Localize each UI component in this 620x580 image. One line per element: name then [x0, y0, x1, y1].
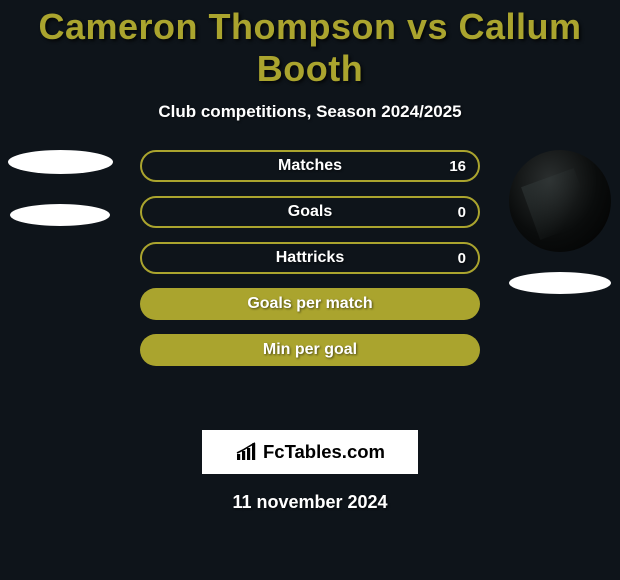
- player2-avatar: [509, 150, 611, 252]
- page-title: Cameron Thompson vs Callum Booth: [0, 0, 620, 90]
- bar-growth-icon: [235, 442, 259, 462]
- stat-bar-hattricks: Hattricks 0: [140, 242, 480, 274]
- brand-text: FcTables.com: [263, 441, 385, 463]
- comparison-content: Matches 16 Goals 0 Hattricks 0 Goals per match…: [0, 150, 620, 410]
- date-text: 11 november 2024: [0, 492, 620, 513]
- stat-label: Matches: [278, 157, 342, 175]
- player2-name-placeholder: [509, 272, 611, 294]
- stat-value-right: 16: [449, 158, 466, 175]
- stat-bar-goals: Goals 0: [140, 196, 480, 228]
- player1-name-placeholder: [10, 204, 110, 226]
- player2-column: [500, 150, 620, 294]
- stat-bar-goals-per-match: Goals per match: [140, 288, 480, 320]
- stat-bar-min-per-goal: Min per goal: [140, 334, 480, 366]
- stat-label: Min per goal: [263, 341, 357, 359]
- player1-column: [0, 150, 120, 226]
- subtitle: Club competitions, Season 2024/2025: [0, 102, 620, 122]
- title-player1: Cameron Thompson: [38, 6, 396, 47]
- stat-bars: Matches 16 Goals 0 Hattricks 0 Goals per match…: [140, 150, 480, 366]
- player1-avatar-placeholder: [8, 150, 113, 174]
- stat-label: Goals per match: [247, 295, 372, 313]
- stat-value-right: 0: [458, 204, 466, 221]
- stat-label: Hattricks: [276, 249, 344, 267]
- brand-badge: FcTables.com: [202, 430, 418, 474]
- stat-bar-matches: Matches 16: [140, 150, 480, 182]
- stat-value-right: 0: [458, 250, 466, 267]
- stat-label: Goals: [288, 203, 332, 221]
- title-vs: vs: [396, 6, 458, 47]
